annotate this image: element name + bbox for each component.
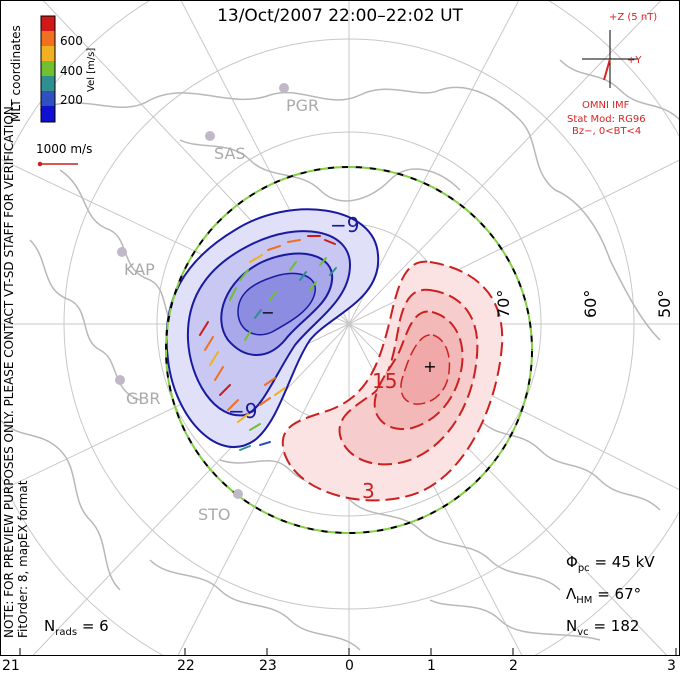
colorbar-label: Vel [m/s]	[86, 47, 97, 92]
mlt-label-0: 0	[345, 658, 354, 674]
nvc-symbol: N	[566, 617, 578, 635]
preview-note: NOTE: FOR PREVIEW PURPOSES ONLY. PLEASE …	[2, 102, 16, 638]
imf-source: OMNI IMF	[582, 100, 630, 111]
hm-boundary-green	[165, 166, 533, 534]
contour-label-pos-15: 15	[372, 369, 397, 393]
colorbar	[40, 15, 56, 123]
colorbar-tick-200: 200	[60, 93, 83, 107]
positive-center-mark: +	[423, 357, 436, 376]
lambda-hm-symbol: Λ	[566, 585, 577, 603]
station-label-kap: KAP	[124, 260, 155, 279]
nvc-stat: Nvc = 182	[566, 617, 639, 638]
station-label-sas: SAS	[214, 144, 246, 163]
contour-labels: −9 −9 15 3	[228, 213, 397, 503]
station-label-sto: STO	[198, 505, 231, 524]
colorbar-tick-400: 400	[60, 64, 83, 78]
velocity-vectors	[199, 235, 337, 451]
nrads-subscript: rads	[55, 627, 78, 638]
nrads-value: = 6	[81, 617, 109, 635]
station-label-pgr: PGR	[286, 96, 320, 115]
phi-pc-symbol: Φ	[566, 553, 578, 571]
imf-y-label: +Y	[627, 55, 642, 66]
fit-order-note: FitOrder: 8, mapEX format	[16, 480, 30, 638]
mlt-label-22: 22	[177, 658, 195, 674]
station-markers	[115, 83, 289, 499]
latitude-label-60: 60°	[581, 289, 600, 318]
velocity-reference-label: 1000 m/s	[36, 142, 93, 156]
velocity-reference	[37, 161, 78, 167]
mlt-label-23: 23	[259, 658, 277, 674]
contour-label-neg-bottom: −9	[228, 399, 257, 423]
contour-label-pos-3: 3	[362, 479, 375, 503]
phi-pc-stat: Φpc = 45 kV	[566, 553, 655, 574]
lambda-hm-subscript: HM	[576, 595, 593, 606]
contour-label-neg-top: −9	[330, 213, 359, 237]
mlt-label-21: 21	[2, 658, 20, 674]
imf-scale-label: +Z (5 nT)	[609, 12, 658, 23]
phi-pc-subscript: pc	[577, 563, 590, 574]
latitude-label-70: 70°	[494, 289, 513, 318]
nrads-stat: Nrads = 6	[44, 617, 109, 638]
cell-centers: − +	[261, 303, 436, 376]
mlt-axis-ticks	[19, 648, 677, 656]
lambda-hm-value: = 67°	[597, 585, 642, 603]
nrads-symbol: N	[44, 617, 56, 635]
nvc-value: = 182	[593, 617, 640, 635]
mlt-label-2: 2	[509, 658, 518, 674]
colorbar-tick-600: 600	[60, 34, 83, 48]
imf-dial	[582, 30, 638, 88]
nvc-subscript: vc	[577, 627, 589, 638]
phi-pc-value: = 45 kV	[594, 553, 655, 571]
imf-model-line2: Bz−, 0<BT<4	[572, 126, 642, 137]
negative-center-mark: −	[261, 303, 274, 322]
latitude-label-50: 50°	[655, 289, 674, 318]
station-label-gbr: GBR	[126, 389, 161, 408]
mlt-label-3: 3	[667, 658, 676, 674]
lambda-hm-stat: ΛHM = 67°	[566, 585, 641, 606]
mlt-label-1: 1	[427, 658, 436, 674]
map-title: 13/Oct/2007 22:00–22:02 UT	[217, 6, 463, 26]
positive-cell	[281, 260, 504, 502]
imf-model-line1: Stat Mod: RG96	[567, 114, 646, 125]
negative-cell	[165, 208, 380, 448]
